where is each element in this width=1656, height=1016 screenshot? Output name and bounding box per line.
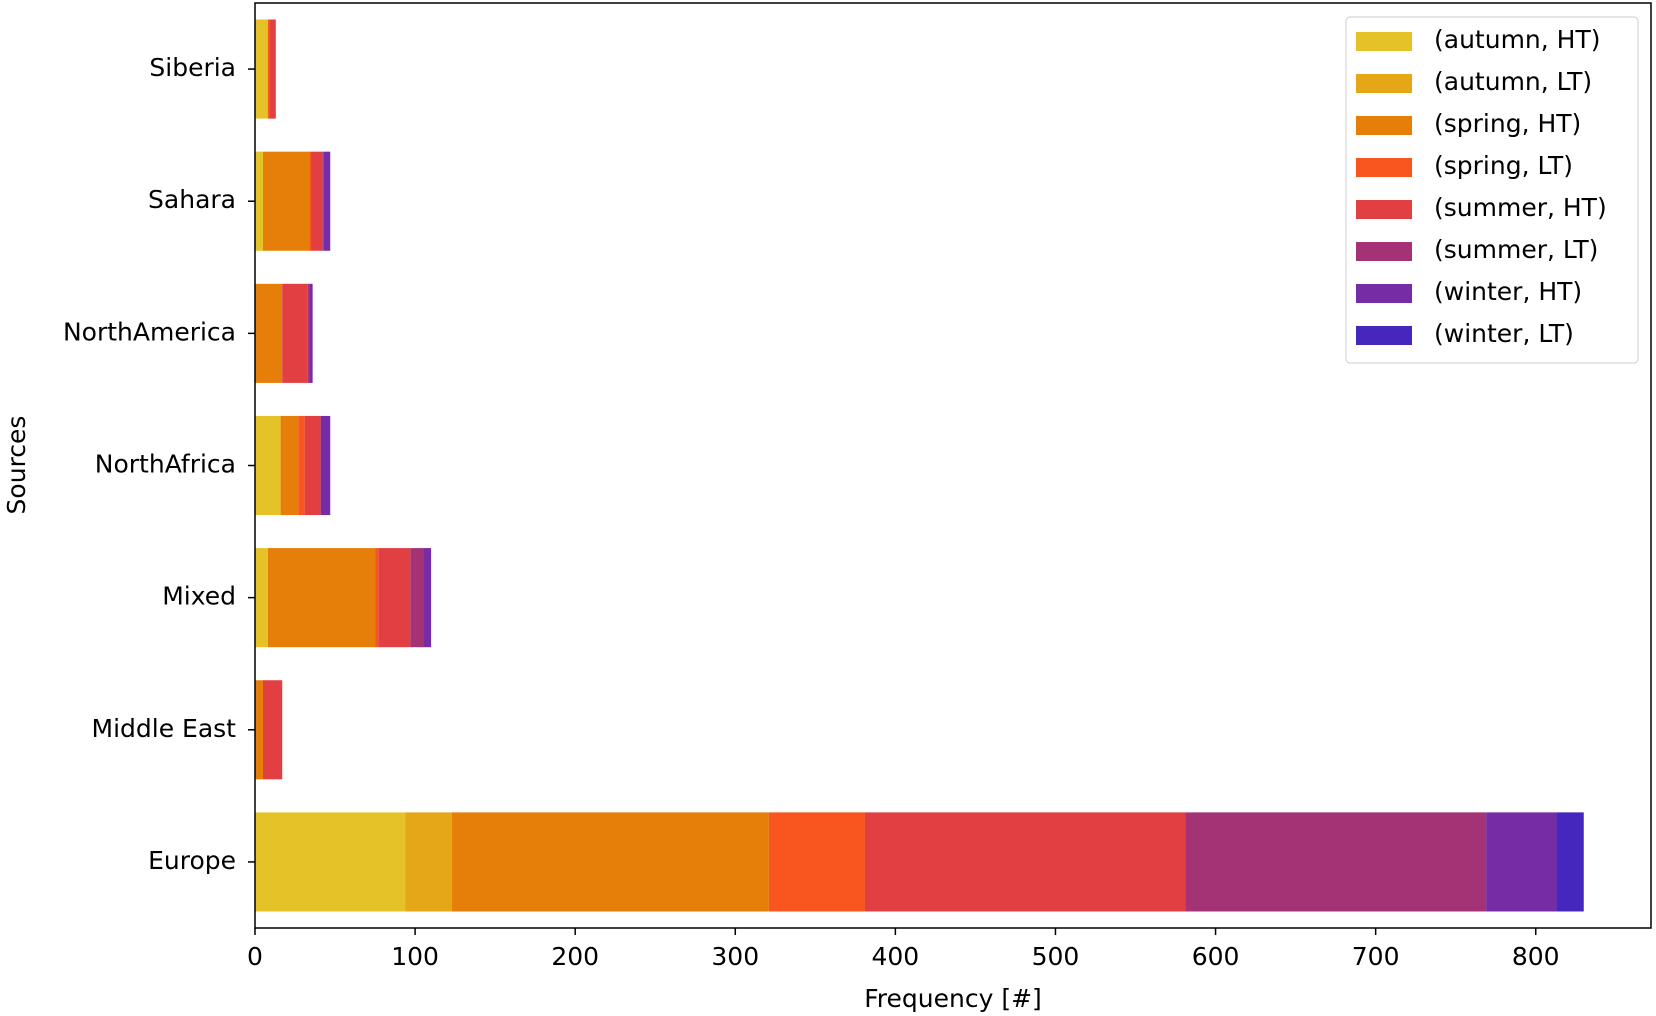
bar-segment: [451, 812, 769, 912]
legend-label: (summer, HT): [1434, 193, 1607, 222]
y-tick-label: Middle East: [92, 714, 237, 743]
bar-segment: [1556, 812, 1584, 912]
legend-label: (spring, HT): [1434, 109, 1581, 138]
y-tick-label: NorthAfrica: [95, 450, 236, 479]
bar-segment: [323, 151, 331, 251]
x-tick-label: 700: [1352, 942, 1400, 971]
bar-segment: [309, 283, 313, 383]
bar-segment: [255, 151, 264, 251]
bar-segment: [255, 548, 268, 648]
bar-segment: [255, 415, 281, 516]
bar-segment: [255, 283, 283, 383]
bar-segment: [309, 151, 312, 251]
x-tick-label: 800: [1512, 942, 1560, 971]
legend-label: (winter, LT): [1434, 319, 1574, 348]
legend-label: (autumn, LT): [1434, 67, 1592, 96]
bar-segment: [864, 812, 1186, 912]
legend-label: (winter, HT): [1434, 277, 1582, 306]
bar-segment: [768, 812, 865, 912]
bar-segment: [405, 812, 452, 912]
legend-swatch: [1356, 32, 1412, 51]
bar-segment: [1486, 812, 1557, 912]
plot-frame: [254, 2, 1652, 929]
bar-segment: [410, 548, 424, 648]
legend-swatch: [1356, 242, 1412, 261]
bar-segment: [255, 19, 268, 119]
x-tick-label: 200: [551, 942, 599, 971]
legend-swatch: [1356, 200, 1412, 219]
x-tick-label: 100: [391, 942, 439, 971]
x-tick-label: 500: [1032, 942, 1080, 971]
legend-label: (autumn, HT): [1434, 25, 1600, 54]
bar-segment: [282, 283, 308, 383]
bar-segment: [280, 415, 299, 516]
legend-swatch: [1356, 116, 1412, 135]
bar-segment: [304, 415, 321, 516]
bar-segment: [322, 151, 324, 251]
y-tick-label: Mixed: [162, 582, 236, 611]
bar-segment: [423, 548, 432, 648]
bar-segment: [263, 151, 310, 251]
bar-segment: [269, 19, 276, 119]
legend-box: [1345, 16, 1639, 364]
bar-segment: [267, 548, 376, 648]
bar-segment: [263, 680, 283, 780]
y-tick-label: Europe: [148, 846, 236, 875]
bar-segment: [311, 151, 323, 251]
legend-label: (spring, LT): [1434, 151, 1573, 180]
x-tick-label: 0: [247, 942, 263, 971]
bar-segment: [255, 812, 406, 912]
bar-segment: [375, 548, 379, 648]
x-tick-label: 400: [872, 942, 920, 971]
bar-segment: [320, 415, 331, 516]
legend-swatch: [1356, 326, 1412, 345]
y-tick-label: Siberia: [149, 53, 236, 82]
bar-segment: [307, 283, 310, 383]
x-tick-label: 600: [1192, 942, 1240, 971]
x-axis-label: Frequency [#]: [864, 984, 1042, 1013]
legend-swatch: [1356, 74, 1412, 93]
y-tick-label: Sahara: [148, 185, 236, 214]
y-axis-label: Sources: [2, 416, 31, 515]
bar-segment: [378, 548, 411, 648]
x-tick-label: 300: [711, 942, 759, 971]
bar-segment: [298, 415, 305, 516]
bar-segment: [255, 680, 264, 780]
bar-segment: [1185, 812, 1487, 912]
legend-swatch: [1356, 158, 1412, 177]
bar-segment: [267, 19, 270, 119]
legend-label: (summer, LT): [1434, 235, 1598, 264]
legend-swatch: [1356, 284, 1412, 303]
y-tick-label: NorthAmerica: [63, 317, 236, 346]
